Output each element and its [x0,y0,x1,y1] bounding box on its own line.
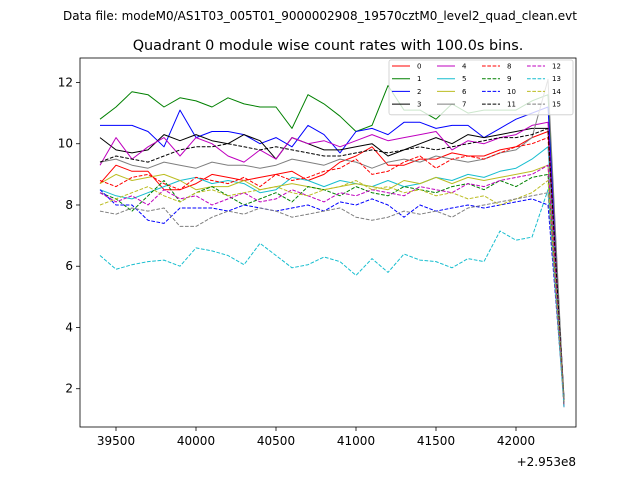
x-offset-label: +2.953e8 [517,455,576,469]
series-line-14 [99,180,565,402]
series-line-5 [99,146,565,402]
series-line-4 [99,121,565,408]
series-line-11 [99,127,565,405]
legend-label-14: 14 [552,88,561,96]
y-tick-label: 8 [65,198,73,212]
legend-label-0: 0 [417,63,421,71]
legend-label-5: 5 [462,75,466,83]
x-tick-label: 40000 [177,434,215,448]
x-tick-label: 42000 [497,434,535,448]
legend-frame [388,59,574,116]
y-tick-label: 2 [65,382,73,396]
series-line-15 [99,192,565,405]
legend-label-12: 12 [552,63,561,71]
x-tick-label: 41000 [337,434,375,448]
legend-label-13: 13 [552,75,561,83]
legend-label-15: 15 [552,101,561,109]
legend-label-2: 2 [417,88,421,96]
legend-label-1: 1 [417,75,421,83]
plot-area: 39500 40000 40500 41000 41500 42000 24681012 … [58,57,577,469]
x-tick-label: 41500 [417,434,455,448]
legend-label-11: 11 [507,101,516,109]
x-axis: 39500 40000 40500 41000 41500 42000 [97,427,535,448]
figure-suptitle: Data file: modeM0/AS1T03_005T01_90000029… [63,9,577,23]
series-line-9 [99,173,565,402]
x-tick-label: 39500 [97,434,135,448]
y-tick-label: 12 [58,75,73,89]
legend-label-6: 6 [462,88,467,96]
chart-title: Quadrant 0 module wise count rates with … [133,38,524,54]
legend-label-10: 10 [507,88,516,96]
series-line-7 [99,78,565,405]
legend-label-4: 4 [462,63,467,71]
y-tick-label: 10 [58,137,73,151]
y-tick-label: 6 [65,259,73,273]
y-axis: 2 4 6 8 10 12 [58,75,80,396]
legend-label-3: 3 [417,101,421,109]
legend-label-7: 7 [462,101,466,109]
series-line-0 [99,131,565,408]
legend-label-9: 9 [507,75,511,83]
x-tick-label: 40500 [257,434,295,448]
y-tick-label: 4 [65,320,73,334]
series-line-8 [99,137,565,405]
series-line-10 [99,189,565,402]
legend-label-8: 8 [507,63,511,71]
series-line-12 [99,164,565,405]
series-line-13 [99,189,565,408]
series-layer [99,78,565,408]
axes-frame [79,57,577,428]
series-line-3 [99,127,565,398]
